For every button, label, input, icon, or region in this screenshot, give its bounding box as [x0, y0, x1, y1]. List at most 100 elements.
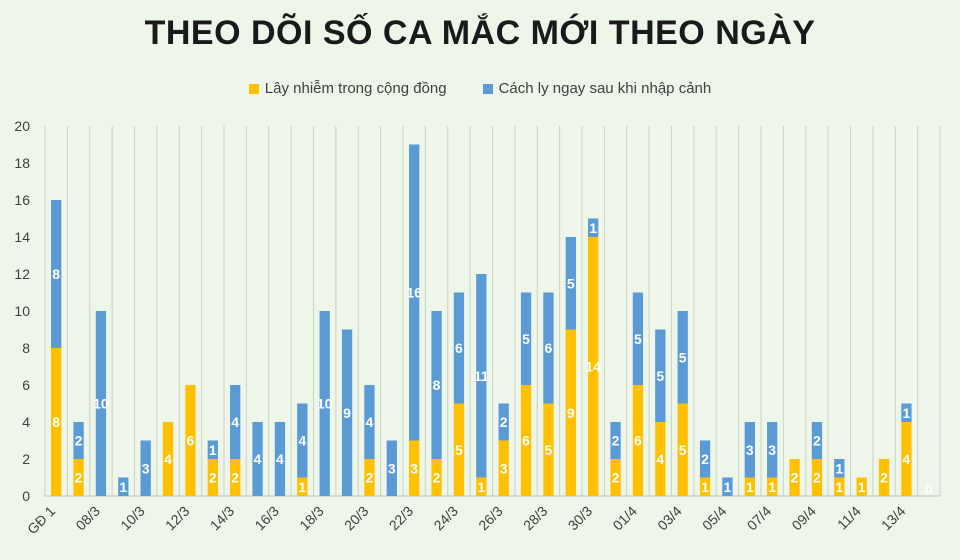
data-label-community: 2 — [366, 470, 374, 486]
legend-item-quarantine: Cách ly ngay sau khi nhập cảnh — [482, 80, 712, 97]
x-tick-label: 26/3 — [475, 503, 506, 534]
x-tick-label: 03/4 — [654, 503, 685, 534]
bar-segment-quarantine — [431, 311, 442, 459]
y-tick-label: 2 — [22, 451, 30, 467]
bar-segment-community — [73, 459, 84, 496]
data-label-community: 2 — [75, 470, 83, 486]
data-label-community: 6 — [634, 433, 642, 449]
data-label-quarantine: 4 — [276, 451, 284, 467]
bar-segment-quarantine — [901, 403, 912, 422]
legend-label-quarantine: Cách ly ngay sau khi nhập cảnh — [498, 80, 712, 97]
data-label-quarantine: 16 — [406, 285, 422, 301]
data-label-quarantine: 4 — [366, 414, 374, 430]
x-tick-label: 30/3 — [565, 503, 596, 534]
x-tick-label: GĐ 1 — [24, 503, 59, 538]
data-label-quarantine: 2 — [612, 433, 620, 449]
x-tick-label: 10/3 — [117, 503, 148, 534]
bar-segment-quarantine — [655, 329, 666, 422]
bar-segment-community — [453, 403, 465, 496]
data-label-quarantine: 3 — [142, 460, 150, 476]
x-tick-label: 11/4 — [834, 503, 864, 533]
data-label-quarantine: 1 — [209, 442, 217, 458]
bar-segment-community — [901, 422, 912, 496]
bar-segment-community — [297, 477, 308, 496]
x-tick-label: 07/4 — [744, 503, 775, 534]
y-tick-label: 6 — [22, 377, 30, 393]
data-label-community: 2 — [880, 470, 888, 486]
x-tick-label: 28/3 — [520, 503, 551, 534]
bar-segment-quarantine — [767, 422, 778, 478]
y-tick-label: 16 — [14, 192, 30, 208]
data-label-quarantine: 4 — [254, 451, 262, 467]
data-label-community: 2 — [231, 470, 239, 486]
bar-segment-quarantine — [744, 422, 755, 478]
data-label-quarantine: 2 — [75, 433, 83, 449]
bar-segment-community — [878, 459, 890, 496]
data-label-quarantine: 2 — [701, 451, 709, 467]
data-label-quarantine: 2 — [813, 433, 821, 449]
bar-segment-community — [655, 422, 666, 496]
bar-segment-quarantine — [230, 385, 241, 459]
bar-segment-community — [632, 385, 644, 496]
bar-segment-community — [409, 440, 420, 496]
data-label-community: 2 — [813, 470, 821, 486]
y-tick-label: 0 — [22, 488, 30, 504]
bar-segment-community — [834, 477, 845, 496]
bar-segment-community — [744, 477, 755, 496]
bar-segment-quarantine — [453, 292, 465, 404]
data-label-community: 1 — [835, 479, 843, 495]
x-tick-label: 22/3 — [386, 503, 417, 534]
bar-segment-quarantine — [588, 218, 599, 237]
data-label-quarantine: 3 — [768, 442, 776, 458]
bar-segment-quarantine — [95, 311, 107, 496]
data-label-quarantine: 10 — [317, 396, 333, 412]
data-label-community: 4 — [656, 451, 664, 467]
bar-segment-community — [811, 459, 823, 496]
bar-segment-community — [520, 385, 532, 496]
data-label-quarantine: 10 — [93, 396, 109, 412]
data-label-quarantine: 5 — [656, 368, 664, 384]
data-label-community: 1 — [298, 479, 306, 495]
data-label-quarantine: 1 — [119, 479, 127, 495]
bar-segment-community — [789, 459, 800, 496]
bar-segment-community — [476, 477, 487, 496]
bar-segment-quarantine — [341, 329, 353, 496]
data-label-community: 4 — [903, 451, 911, 467]
bar-segment-quarantine — [677, 311, 688, 404]
data-label-quarantine: 4 — [231, 414, 239, 430]
bar-segment-community — [230, 459, 241, 496]
bar-segment-quarantine — [722, 477, 733, 496]
bar-segment-quarantine — [520, 292, 532, 385]
bar-segment-quarantine — [610, 422, 621, 459]
data-label-quarantine: 4 — [298, 433, 306, 449]
x-tick-label: 05/4 — [699, 503, 730, 534]
x-tick-label: 24/3 — [430, 503, 461, 534]
data-label-quarantine: 1 — [835, 460, 843, 476]
data-label-quarantine: 1 — [589, 220, 597, 236]
bar-segment-community — [162, 422, 174, 496]
bar-segment-quarantine — [319, 311, 330, 496]
chart-legend: Lây nhiễm trong cộng đồng Cách ly ngay s… — [0, 80, 960, 97]
data-label-community: 2 — [791, 470, 799, 486]
data-label-quarantine: 8 — [433, 377, 441, 393]
data-label-community: 3 — [500, 460, 508, 476]
x-tick-label: 01/4 — [609, 503, 640, 534]
bar-segment-community — [588, 237, 599, 496]
data-label-quarantine: 11 — [474, 368, 489, 384]
bar-segment-quarantine — [140, 440, 151, 496]
y-tick-label: 4 — [22, 414, 30, 430]
data-label-community: 1 — [746, 479, 754, 495]
bar-segment-community — [699, 477, 711, 496]
bar-segment-community — [207, 459, 218, 496]
bar-segment-quarantine — [834, 459, 845, 478]
x-tick-label: 14/3 — [207, 503, 238, 534]
bar-segment-quarantine — [498, 403, 509, 441]
data-label-community: 8 — [52, 414, 60, 430]
data-label-quarantine: 3 — [746, 442, 754, 458]
bar-segment-quarantine — [699, 440, 711, 478]
bar-segment-quarantine — [565, 237, 576, 330]
bar-segment-community — [543, 403, 554, 496]
data-label-quarantine: 1 — [903, 405, 911, 421]
data-label-community: 0 — [925, 481, 933, 497]
bar-segment-community — [431, 459, 442, 496]
